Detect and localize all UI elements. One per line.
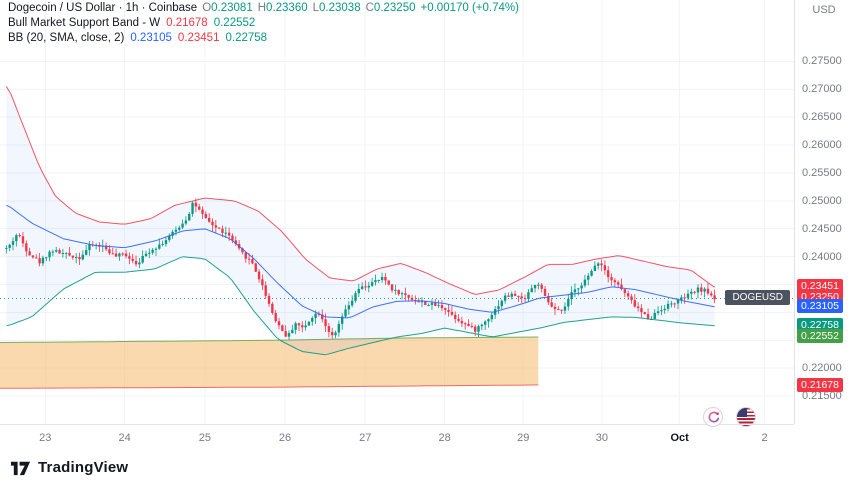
tradingview-logo[interactable]: TradingView [10, 457, 128, 478]
time-label: 23 [39, 432, 52, 444]
bmsb-lower-price-label: 0.21678 [797, 378, 843, 393]
time-label: 2 [761, 432, 768, 444]
indicator-name: Bull Market Support Band - W [8, 17, 161, 29]
price-tick: 0.26500 [802, 111, 842, 124]
change-value: +0.00170 (+0.74%) [420, 2, 519, 14]
brand-name: TradingView [38, 459, 129, 476]
bmsb-upper-price-label: 0.22552 [797, 329, 843, 344]
bollinger-bands-layer [5, 86, 715, 356]
symbol-title[interactable]: Dogecoin / US Dollar · 1h · Coinbase [8, 2, 198, 14]
bb-basis-price-label: 0.23105 [797, 298, 843, 313]
support-band-layer [0, 336, 539, 389]
time-label: 27 [359, 432, 372, 444]
price-tick: 0.26000 [802, 139, 842, 152]
indicator-values: 0.21678 0.22552 [166, 17, 256, 29]
price-tick: 0.25500 [802, 166, 842, 179]
symbol-price-tag[interactable]: DOGEUSD [725, 290, 790, 306]
price-tick: 0.24000 [802, 250, 842, 263]
magic-button[interactable] [703, 407, 723, 427]
indicator-name: BB (20, SMA, close, 2) [8, 32, 125, 44]
time-label: 24 [118, 432, 131, 444]
price-tick: 0.25000 [802, 194, 842, 207]
time-label: Oct [670, 432, 689, 444]
sparkle-icon [708, 411, 719, 422]
tradingview-mark-icon [10, 461, 31, 476]
indicator-values: 0.23105 0.23451 0.22758 [130, 32, 268, 44]
price-axis[interactable]: USD 0.27500 0.27000 0.26500 0.26000 0.25500 0… [794, 0, 852, 424]
time-label: 26 [278, 432, 292, 444]
us-flag-icon [737, 408, 747, 417]
indicator-row-bb[interactable]: BB (20, SMA, close, 2) 0.23105 0.23451 0.22… [8, 31, 519, 46]
price-tick: 0.22000 [802, 362, 842, 375]
currency-flag-button[interactable] [736, 407, 756, 427]
legend: Dogecoin / US Dollar · 1h · Coinbase O0.2… [8, 1, 519, 46]
ohlc-values: O0.23081 H0.23360 L0.23038 C0.23250 [202, 2, 416, 14]
symbol-legend-row[interactable]: Dogecoin / US Dollar · 1h · Coinbase O0.2… [8, 1, 519, 16]
price-tick: 0.24500 [802, 222, 842, 235]
time-label: 28 [438, 432, 451, 444]
currency-unit[interactable]: USD [812, 4, 836, 16]
candles-layer [5, 198, 716, 340]
bb-lower-price-label: 0.22758 [797, 317, 843, 332]
candlestick-chart[interactable] [0, 0, 794, 424]
bb-upper-price-label: 0.23451 [797, 279, 843, 294]
price-tick: 0.21500 [802, 390, 842, 403]
price-tick: 0.27500 [802, 55, 842, 68]
time-label: 29 [517, 432, 530, 444]
time-label: 25 [198, 432, 211, 444]
time-label: 30 [595, 432, 608, 444]
time-axis[interactable]: 23 24 25 26 27 28 29 30 Oct 2 [0, 424, 794, 451]
indicator-row-bmsb[interactable]: Bull Market Support Band - W 0.21678 0.225… [8, 16, 519, 31]
bollinger-fill-layer [6, 86, 715, 355]
price-tick: 0.27000 [802, 83, 842, 96]
